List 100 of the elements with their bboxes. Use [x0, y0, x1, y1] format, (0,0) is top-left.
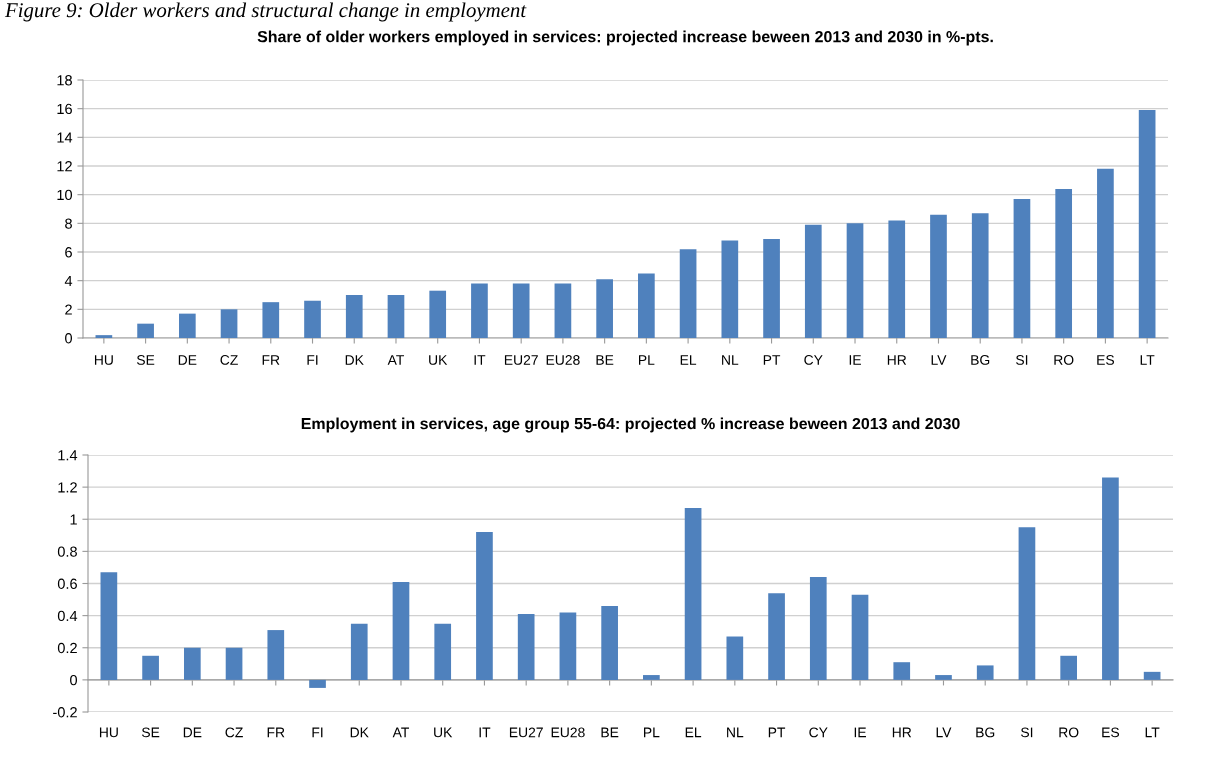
bar	[679, 249, 697, 338]
x-tick-label: NL	[727, 727, 744, 738]
x-tick-label: FI	[307, 355, 318, 365]
bar	[304, 300, 321, 338]
y-tick-label: 16	[57, 103, 72, 115]
x-tick-label: EU27	[504, 355, 538, 365]
x-tick-label: AT	[392, 727, 410, 738]
bar	[554, 283, 572, 338]
chart-title: Employment in services, age group 55-64: projected % increase beween 2013 and 2030	[301, 417, 960, 433]
bar	[434, 623, 452, 680]
x-tick-label: PL	[639, 355, 655, 365]
bar	[267, 630, 285, 680]
x-tick-label: EU28	[551, 727, 585, 738]
bar	[142, 655, 159, 680]
bar	[471, 283, 488, 338]
x-tick-label: PL	[644, 727, 660, 738]
x-tick-label: IE	[854, 727, 866, 738]
x-tick-label: UK	[429, 355, 448, 365]
bar	[768, 593, 785, 680]
x-tick-label: NL	[722, 355, 739, 365]
x-tick-label: FR	[267, 727, 285, 738]
bar	[225, 647, 243, 680]
y-tick-label: 0.6	[57, 578, 77, 589]
x-tick-label: DE	[183, 727, 202, 738]
y-tick-label: 1.2	[58, 482, 77, 493]
y-tick-label: 2	[65, 304, 72, 315]
bar	[804, 224, 822, 338]
bar	[1060, 655, 1078, 680]
x-tick-label: BE	[601, 727, 619, 738]
x-tick-label: PT	[768, 727, 786, 738]
x-tick-label: EU27	[509, 727, 543, 738]
bar	[971, 213, 989, 338]
y-tick-label: -0.2	[53, 707, 77, 718]
bar	[476, 532, 493, 680]
x-tick-label: LV	[936, 727, 952, 738]
bar	[95, 335, 113, 338]
bar	[1013, 198, 1031, 338]
x-tick-label: CY	[804, 355, 823, 365]
y-tick-label: 12	[57, 161, 72, 172]
bar	[345, 295, 363, 338]
x-tick-label: SE	[141, 727, 160, 738]
bar	[638, 273, 655, 338]
chart-title: Share of older workers employed in services: projected increase beween 2013 and 2030 in %-pts.	[257, 30, 993, 46]
x-tick-label: FR	[262, 355, 280, 365]
x-tick-label: SI	[1016, 355, 1028, 365]
y-tick-label: 6	[65, 247, 72, 258]
bar	[1143, 671, 1161, 680]
bar	[596, 279, 613, 338]
bar	[392, 581, 410, 680]
x-tick-label: EL	[685, 727, 702, 738]
bar	[309, 679, 326, 688]
bar	[387, 295, 405, 338]
x-tick-label: DK	[345, 355, 364, 365]
y-tick-label: 14	[57, 132, 73, 143]
x-tick-label: LT	[1140, 355, 1155, 365]
bar	[1102, 477, 1119, 680]
bar	[559, 612, 577, 680]
bar	[512, 283, 530, 338]
x-tick-label: IT	[474, 355, 486, 365]
x-tick-label: HU	[99, 727, 118, 738]
y-tick-label: 0	[70, 674, 78, 686]
x-tick-label: LT	[1145, 727, 1160, 738]
x-tick-label: EU28	[546, 355, 580, 365]
bar	[726, 636, 744, 680]
bar	[183, 647, 201, 680]
x-tick-label: IT	[479, 727, 491, 738]
bar	[643, 675, 660, 680]
bar	[517, 614, 535, 680]
x-tick-label: ES	[1102, 727, 1120, 738]
bar	[350, 623, 368, 680]
bar	[100, 572, 118, 680]
x-tick-label: UK	[434, 727, 453, 738]
y-tick-label: 1	[70, 514, 77, 525]
x-tick-label: EL	[680, 355, 697, 365]
bar	[1018, 527, 1036, 680]
y-tick-label: 0	[65, 333, 73, 344]
x-tick-label: SI	[1021, 727, 1033, 738]
x-tick-label: PT	[763, 355, 781, 365]
y-tick-label: 8	[65, 218, 72, 229]
x-tick-label: CY	[809, 727, 828, 738]
bar	[601, 605, 618, 680]
x-tick-label: BG	[971, 355, 990, 365]
bar	[137, 323, 154, 338]
bar	[851, 594, 869, 680]
bar	[721, 240, 739, 338]
x-tick-label: SE	[136, 355, 155, 365]
x-tick-label: BE	[596, 355, 614, 365]
x-tick-label: BG	[976, 727, 995, 738]
x-tick-label: HU	[94, 355, 113, 365]
bar	[809, 577, 827, 680]
bar	[888, 220, 906, 338]
x-tick-label: LV	[931, 355, 947, 365]
bar	[930, 214, 947, 338]
bar	[220, 309, 238, 338]
bar	[178, 313, 196, 338]
caption: Figure 9: Older workers and structural change in employment	[4, 2, 527, 22]
x-tick-label: ES	[1097, 355, 1115, 365]
y-tick-label: 18	[57, 75, 72, 86]
bar	[846, 223, 864, 338]
y-tick-label: 0.8	[57, 546, 77, 557]
